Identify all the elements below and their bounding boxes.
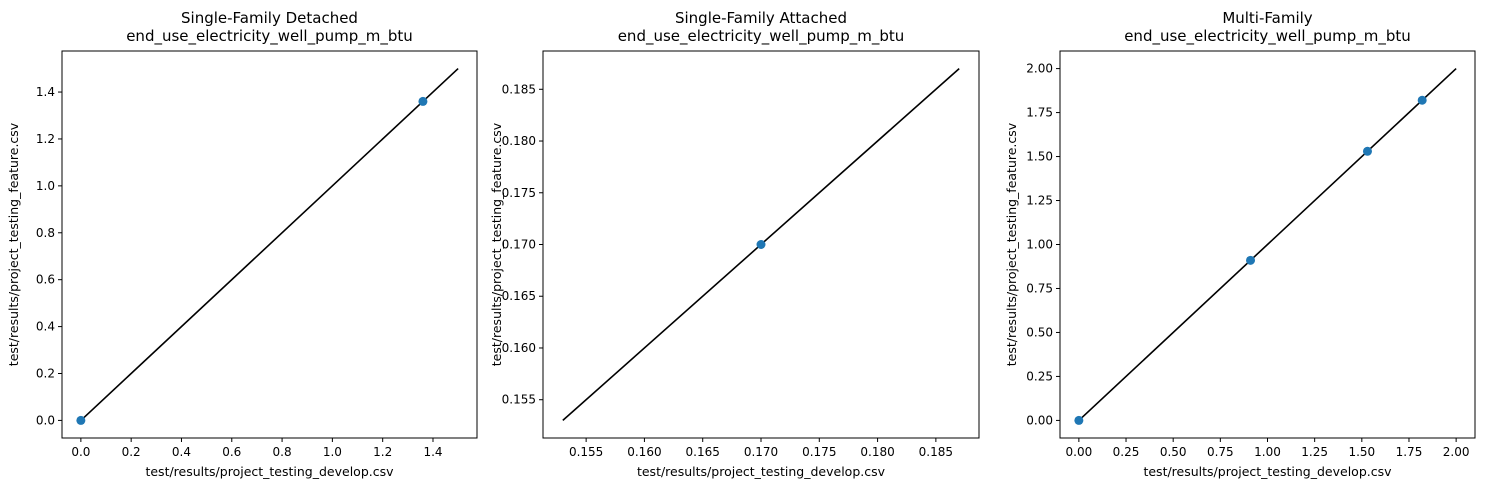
y-tick-label: 0.00 [1026,413,1053,427]
y-tick-label: 1.0 [36,179,55,193]
x-tick-label: 0.155 [569,445,603,459]
x-tick-label: 1.50 [1348,445,1375,459]
x-tick-label: 2.00 [1443,445,1470,459]
data-point [1074,415,1084,425]
axes-frame [61,50,478,439]
y-tick-label: 1.75 [1026,106,1053,120]
y-axis-label: test/results/project_testing_feature.csv [6,122,21,366]
x-tick-label: 1.0 [323,445,342,459]
x-axis-label: test/results/project_testing_develop.csv [637,464,886,479]
x-axis-label: test/results/project_testing_develop.csv [145,464,394,479]
chart-title: Single-Family Attached end_use_electricit… [618,9,905,46]
x-tick-label: 0.75 [1207,445,1234,459]
subplot-2: Single-Family Attached end_use_electricit… [489,9,980,479]
chart-title: Multi-Family end_use_electricity_well_pum… [1124,9,1411,46]
y-axis-label: test/results/project_testing_feature.csv [1004,122,1019,366]
y-axis-label: test/results/project_testing_feature.csv [489,122,504,366]
x-tick-label: 1.75 [1396,445,1423,459]
y-tick-label: 0.175 [502,186,536,200]
data-point [1417,95,1427,105]
x-tick-label: 0.50 [1160,445,1187,459]
y-tick-label: 0.75 [1026,281,1053,295]
data-point [418,96,428,106]
y-tick-label: 1.2 [36,132,55,146]
reference-line [1078,68,1457,421]
x-tick-label: 0.6 [222,445,241,459]
x-tick-label: 0.0 [71,445,90,459]
x-tick-label: 0.165 [686,445,720,459]
x-tick-label: 0.25 [1113,445,1140,459]
x-tick-label: 1.2 [373,445,392,459]
data-point [756,240,766,249]
y-tick-label: 0.8 [36,226,55,240]
x-tick-label: 0.185 [919,445,953,459]
y-tick-label: 2.00 [1026,62,1053,76]
y-tick-label: 0.165 [502,289,536,303]
y-tick-label: 0.4 [36,320,55,334]
reference-line [80,68,459,421]
x-tick-label: 0.00 [1066,445,1093,459]
data-point [76,415,86,425]
y-tick-label: 1.25 [1026,194,1053,208]
x-tick-label: 0.175 [802,445,836,459]
chart-title: Single-Family Detached end_use_electricit… [126,9,413,46]
y-tick-label: 0.25 [1026,369,1053,383]
y-tick-label: 1.50 [1026,150,1053,164]
x-tick-label: 0.8 [273,445,292,459]
x-tick-label: 1.00 [1254,445,1281,459]
x-axis-label: test/results/project_testing_develop.csv [1143,464,1392,479]
y-tick-label: 0.0 [36,413,55,427]
y-tick-label: 0.185 [502,82,536,96]
data-point [1362,146,1372,156]
x-tick-label: 0.160 [627,445,661,459]
subplot-3: Multi-Family end_use_electricity_well_pum… [1004,9,1476,479]
x-tick-label: 0.180 [860,445,894,459]
y-tick-label: 0.160 [502,341,536,355]
y-tick-label: 0.155 [502,393,536,407]
x-tick-label: 1.4 [423,445,442,459]
y-tick-label: 1.4 [36,85,55,99]
data-point [1246,255,1256,265]
y-tick-label: 0.50 [1026,325,1053,339]
x-tick-label: 0.4 [172,445,191,459]
x-tick-label: 0.2 [122,445,141,459]
x-tick-label: 1.25 [1301,445,1328,459]
y-tick-label: 0.6 [36,273,55,287]
y-tick-label: 0.180 [502,134,536,148]
y-tick-label: 0.2 [36,367,55,381]
y-tick-label: 1.00 [1026,238,1053,252]
subplot-1: Single-Family Detached end_use_electricit… [6,9,478,479]
y-tick-label: 0.170 [502,238,536,252]
x-tick-label: 0.170 [744,445,778,459]
